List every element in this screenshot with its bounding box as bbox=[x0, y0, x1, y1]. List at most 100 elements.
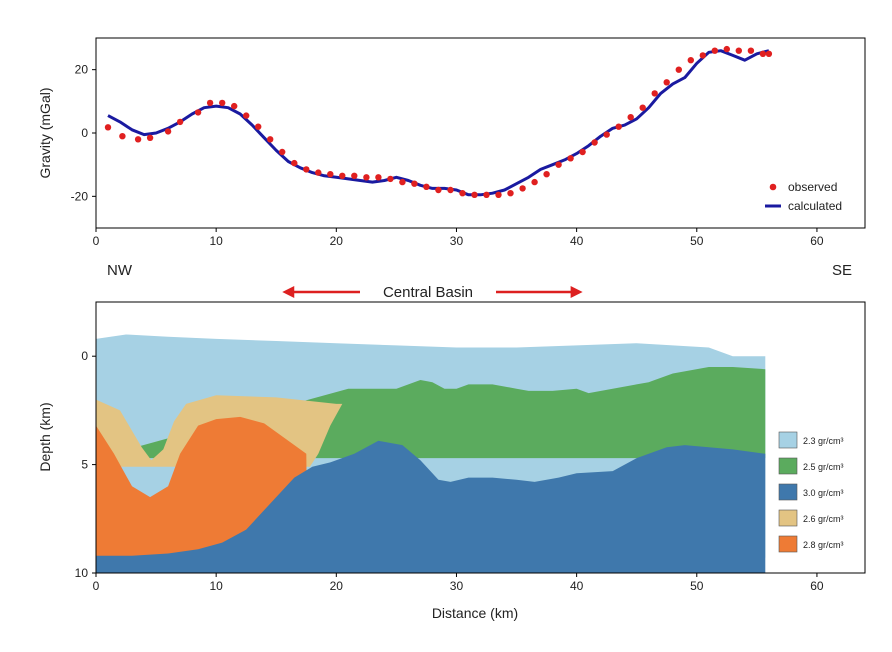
gravity-y-tick-label: 0 bbox=[81, 126, 88, 140]
observed-gravity-point bbox=[363, 174, 370, 181]
observed-gravity-point bbox=[194, 109, 202, 116]
observed-gravity-point bbox=[176, 118, 184, 126]
observed-gravity-point bbox=[495, 191, 502, 198]
density-legend-swatch bbox=[778, 457, 798, 475]
observed-gravity-point bbox=[375, 174, 382, 181]
density-layer bbox=[96, 440, 766, 573]
observed-gravity-point bbox=[279, 148, 286, 156]
nw-label: NW bbox=[107, 262, 133, 279]
observed-gravity-point bbox=[119, 133, 126, 140]
observed-gravity-point bbox=[639, 104, 646, 111]
se-label: SE bbox=[832, 262, 852, 279]
central-basin-annotation: Central Basin bbox=[282, 284, 583, 301]
density-legend-label: 2.6 gr/cm³ bbox=[803, 514, 844, 524]
density-legend-swatch bbox=[778, 509, 798, 527]
basin-arrowhead-right bbox=[570, 286, 583, 298]
gravity-x-tick-label: 0 bbox=[93, 234, 100, 248]
observed-gravity-point bbox=[627, 114, 634, 121]
density-x-tick-label: 60 bbox=[810, 579, 824, 593]
gravity-x-ticks: 0 10 20 30 40 50 60 bbox=[93, 228, 824, 248]
depth-y-axis-label: Depth (km) bbox=[37, 402, 53, 471]
observed-gravity-point bbox=[339, 172, 346, 179]
gravity-x-tick-label: 30 bbox=[450, 234, 464, 248]
observed-gravity-point bbox=[723, 45, 730, 53]
observed-gravity-point bbox=[291, 159, 298, 167]
density-legend-label: 3.0 gr/cm³ bbox=[803, 488, 844, 498]
observed-gravity-point bbox=[411, 180, 418, 187]
density-legend-swatch bbox=[778, 431, 798, 449]
observed-gravity-point bbox=[471, 191, 478, 198]
observed-gravity-point bbox=[219, 99, 226, 107]
density-x-tick-label: 0 bbox=[93, 579, 100, 593]
gravity-series bbox=[104, 45, 773, 198]
observed-gravity-point bbox=[435, 186, 442, 194]
observed-gravity-point bbox=[765, 50, 773, 57]
density-panel: Depth (km) Distance (km) 0 10 20 30 40 50 60 0… bbox=[37, 301, 866, 621]
observed-gravity-point bbox=[231, 102, 238, 110]
observed-gravity-point bbox=[675, 66, 682, 73]
observed-gravity-point bbox=[747, 47, 755, 54]
gravity-y-tick-label: -20 bbox=[71, 189, 89, 203]
density-y-tick-label: 10 bbox=[75, 566, 89, 580]
observed-gravity-point bbox=[567, 155, 574, 162]
gravity-panel: Gravity (mGal) 0 10 20 30 40 50 60 20 0 -20 obse… bbox=[37, 37, 866, 248]
density-x-tick-label: 20 bbox=[330, 579, 344, 593]
density-x-tick-label: 30 bbox=[450, 579, 464, 593]
observed-gravity-point bbox=[327, 171, 334, 178]
density-legend-label: 2.8 gr/cm³ bbox=[803, 540, 844, 550]
central-basin-label: Central Basin bbox=[383, 284, 473, 301]
observed-gravity-point bbox=[687, 57, 694, 64]
observed-gravity-point bbox=[459, 190, 466, 197]
observed-gravity-point bbox=[447, 186, 454, 194]
gravity-plot-frame bbox=[95, 37, 866, 229]
observed-gravity-point bbox=[255, 123, 262, 130]
observed-gravity-point bbox=[267, 136, 274, 143]
observed-gravity-point bbox=[146, 134, 154, 141]
observed-gravity-point bbox=[651, 90, 658, 97]
observed-gravity-point bbox=[351, 172, 358, 179]
observed-gravity-point bbox=[164, 128, 172, 135]
density-plot-frame bbox=[95, 301, 866, 574]
observed-gravity-point bbox=[579, 148, 586, 156]
density-legend-swatch bbox=[778, 483, 798, 501]
observed-gravity-point bbox=[603, 131, 610, 138]
density-y-tick-label: 5 bbox=[81, 458, 88, 472]
legend-observed-label: observed bbox=[788, 180, 837, 194]
density-legend-label: 2.3 gr/cm³ bbox=[803, 436, 844, 446]
gravity-x-tick-label: 20 bbox=[330, 234, 344, 248]
observed-gravity-point bbox=[134, 136, 142, 143]
observed-gravity-point bbox=[699, 52, 706, 59]
observed-gravity-point bbox=[206, 99, 214, 107]
observed-gravity-point bbox=[531, 178, 538, 186]
density-x-tick-label: 40 bbox=[570, 579, 584, 593]
observed-gravity-point bbox=[711, 47, 718, 54]
gravity-y-tick-label: 20 bbox=[75, 63, 89, 77]
observed-gravity-point bbox=[735, 47, 742, 54]
density-layers bbox=[96, 334, 766, 573]
observed-gravity-point bbox=[759, 50, 767, 57]
observed-gravity-point bbox=[483, 191, 490, 198]
observed-gravity-point bbox=[399, 178, 406, 186]
legend-calculated-label: calculated bbox=[788, 199, 842, 213]
distance-x-axis-label: Distance (km) bbox=[432, 605, 518, 621]
density-legend-swatch bbox=[778, 535, 798, 553]
observed-gravity-point bbox=[315, 169, 322, 176]
observed-gravity-point bbox=[591, 139, 598, 146]
gravity-y-axis-label: Gravity (mGal) bbox=[37, 88, 53, 179]
density-legend: 2.3 gr/cm³ 2.5 gr/cm³ 3.0 gr/cm³ 2.6 gr/cm³… bbox=[778, 431, 844, 553]
gravity-x-tick-label: 50 bbox=[690, 234, 704, 248]
observed-gravity-point bbox=[303, 166, 310, 173]
observed-gravity-point bbox=[507, 190, 514, 197]
observed-gravity-point bbox=[387, 175, 394, 183]
observed-gravity-point bbox=[519, 185, 526, 192]
density-y-tick-label: 0 bbox=[81, 349, 88, 363]
observed-gravity-point bbox=[243, 112, 250, 119]
observed-gravity-point bbox=[555, 161, 562, 168]
density-x-tick-label: 10 bbox=[209, 579, 223, 593]
observed-gravity-point bbox=[663, 79, 670, 86]
observed-gravity-point bbox=[104, 124, 112, 131]
density-x-ticks: 0 10 20 30 40 50 60 bbox=[93, 573, 824, 593]
density-y-ticks: 0 5 10 bbox=[75, 349, 96, 580]
